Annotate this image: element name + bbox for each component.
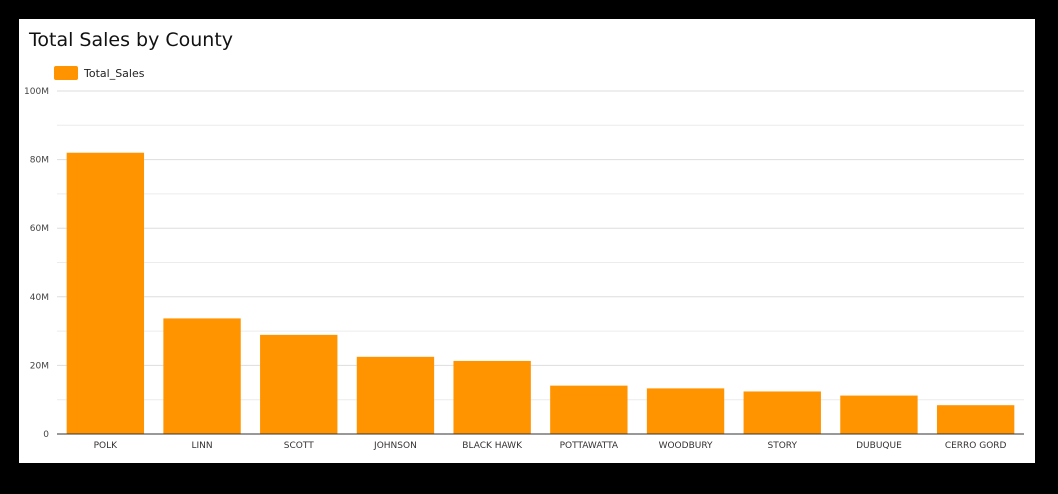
y-tick-label: 60M [30, 224, 49, 234]
x-tick-label: BLACK HAWK [462, 441, 523, 451]
chart-panel: Total Sales by County Total_Sales 0 20M 40… [19, 19, 1035, 463]
bar-linn [163, 318, 241, 434]
y-tick-label: 0 [43, 430, 49, 440]
legend-label-total-sales: Total_Sales [84, 66, 145, 80]
y-tick-label: 80M [30, 156, 49, 166]
y-tick-label: 100M [24, 87, 49, 97]
x-tick-label: POTTAWATTA [560, 441, 619, 451]
bar-woodbury [646, 388, 725, 434]
bar-chart-plot: 0 20M 40M 60M 80M 100M POLK LINN SCOTT JOHNSON BLA… [24, 87, 1024, 451]
x-tick-label: SCOTT [284, 441, 314, 451]
x-tick-label: LINN [191, 441, 212, 451]
x-tick-label: WOODBURY [659, 441, 713, 451]
bar-pottawatta [550, 385, 628, 434]
bar-story [743, 391, 821, 434]
bar-black-hawk [453, 360, 531, 434]
x-tick-label: STORY [768, 441, 798, 451]
x-tick-label: POLK [94, 441, 119, 451]
x-tick-label: DUBUQUE [856, 441, 902, 451]
bar-polk [66, 152, 145, 435]
x-tick-label: JOHNSON [373, 441, 417, 451]
chart-title: Total Sales by County [29, 29, 234, 51]
y-tick-label: 20M [30, 361, 49, 371]
bar-cerro-gord [936, 405, 1015, 434]
y-tick-label: 40M [30, 293, 49, 303]
bar-scott [260, 334, 338, 434]
x-tick-label: CERRO GORD [945, 441, 1007, 451]
legend-swatch-total-sales [54, 66, 78, 80]
chart-legend: Total_Sales [54, 66, 144, 80]
bar-dubuque [840, 395, 918, 434]
bar-johnson [356, 356, 435, 434]
